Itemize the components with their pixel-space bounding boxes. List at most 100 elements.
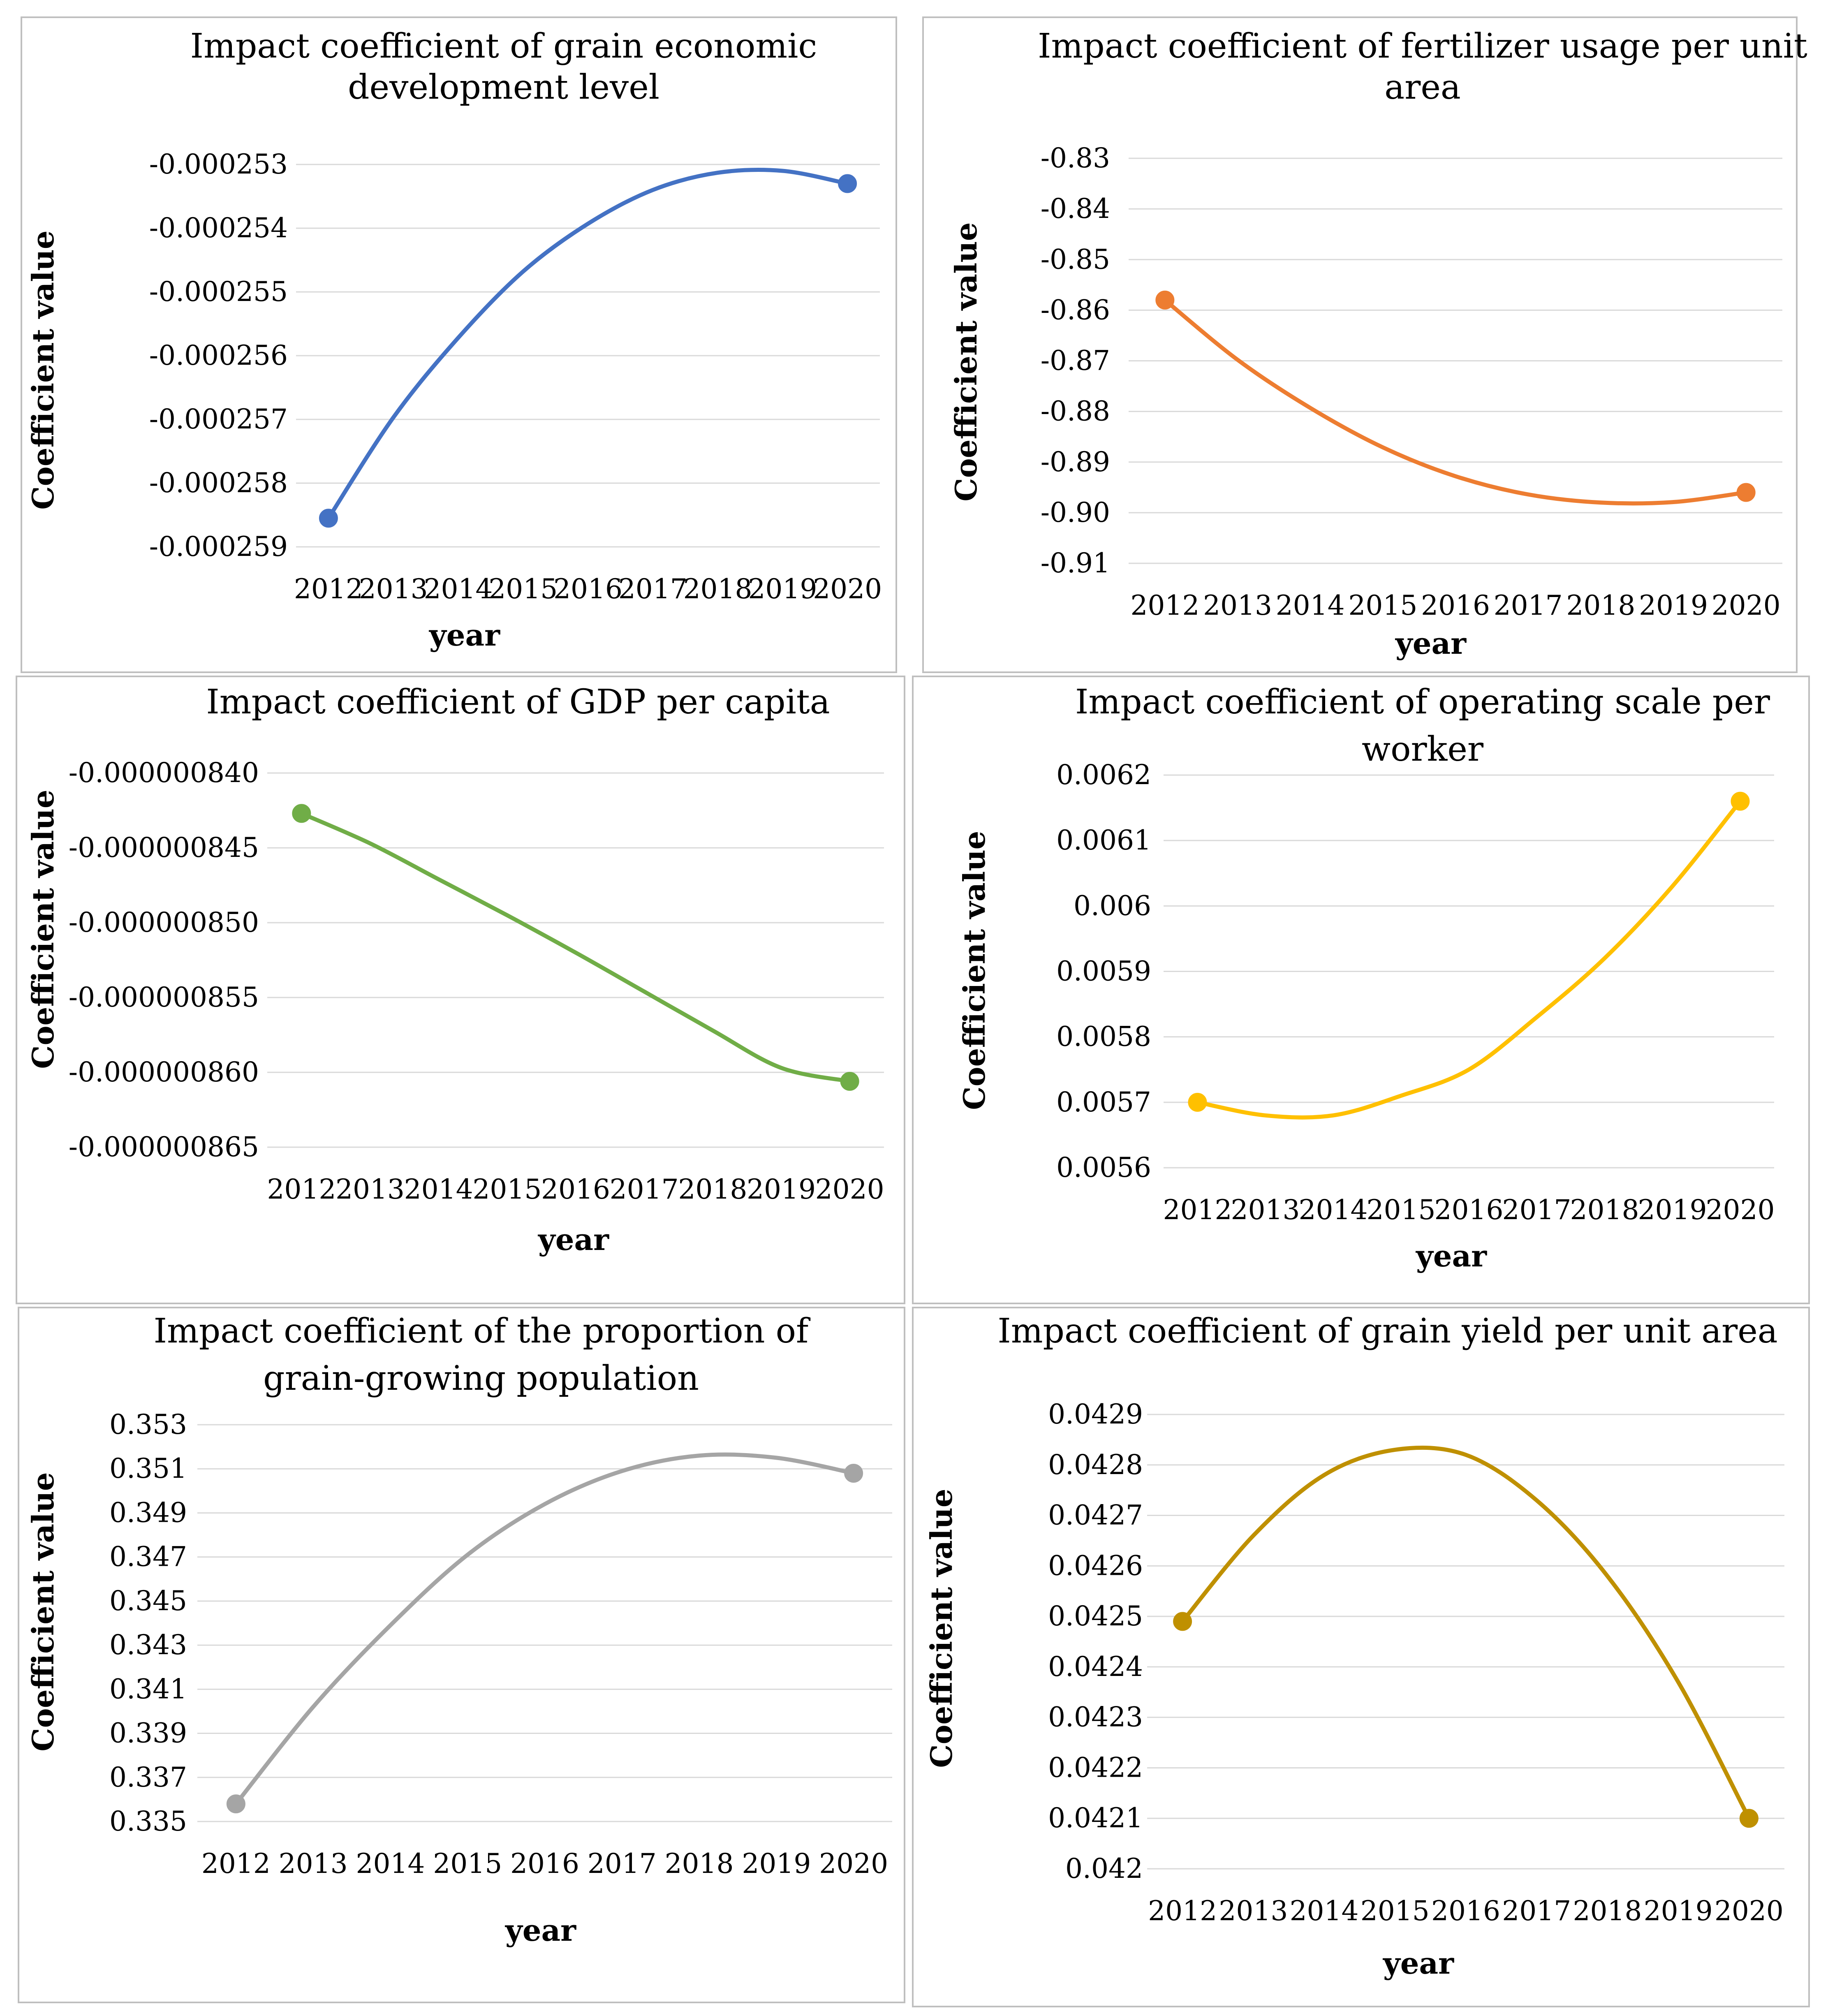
x-tick-label: 2012 bbox=[267, 1173, 336, 1205]
x-tick-label: 2016 bbox=[1431, 1895, 1500, 1927]
y-tick-label: 0.341 bbox=[109, 1673, 187, 1705]
data-point bbox=[1173, 1612, 1192, 1631]
x-tick-label: 2020 bbox=[1715, 1895, 1784, 1927]
x-tick-label: 2014 bbox=[1290, 1895, 1359, 1927]
y-tick-label: 0.0061 bbox=[1056, 824, 1151, 856]
x-tick-label: 2015 bbox=[488, 573, 558, 605]
x-tick-label: 2012 bbox=[201, 1848, 271, 1879]
y-tick-label: 0.0062 bbox=[1056, 759, 1151, 791]
x-tick-label: 2013 bbox=[1203, 590, 1272, 621]
data-point bbox=[1739, 1809, 1759, 1828]
y-tick-label: 0.353 bbox=[109, 1409, 187, 1440]
x-tick-label: 2012 bbox=[294, 573, 363, 605]
chart-title-line: Impact coefficient of GDP per capita bbox=[206, 683, 830, 722]
chart-border bbox=[912, 676, 1810, 1304]
x-axis-label: year bbox=[1383, 1946, 1454, 1981]
y-tick-label: 0.349 bbox=[109, 1497, 187, 1528]
x-tick-label: 2014 bbox=[423, 573, 493, 605]
data-point bbox=[838, 174, 857, 193]
data-point bbox=[1155, 290, 1175, 310]
x-tick-label: 2017 bbox=[588, 1848, 657, 1879]
y-tick-label: 0.347 bbox=[109, 1541, 187, 1573]
y-tick-label: -0.87 bbox=[1041, 345, 1110, 377]
x-axis-label: year bbox=[1395, 626, 1467, 661]
x-tick-label: 2013 bbox=[279, 1848, 348, 1879]
x-tick-label: 2020 bbox=[813, 573, 882, 605]
y-tick-label: -0.000000860 bbox=[69, 1056, 259, 1088]
chart-border bbox=[912, 1307, 1810, 2007]
chart-border bbox=[21, 16, 897, 673]
x-tick-label: 2017 bbox=[1494, 590, 1563, 621]
series-line bbox=[234, 1452, 856, 1806]
x-tick-label: 2019 bbox=[1644, 1895, 1713, 1927]
y-tick-label: 0.0058 bbox=[1056, 1021, 1151, 1053]
x-tick-label: 2020 bbox=[819, 1848, 888, 1879]
data-point bbox=[1731, 792, 1750, 811]
y-tick-label: 0.0059 bbox=[1056, 956, 1151, 987]
x-tick-label: 2019 bbox=[747, 1173, 816, 1205]
y-tick-label: 0.0056 bbox=[1056, 1152, 1151, 1183]
y-tick-label: -0.85 bbox=[1041, 243, 1110, 275]
x-tick-label: 2020 bbox=[815, 1173, 884, 1205]
y-tick-label: 0.351 bbox=[109, 1453, 187, 1484]
y-tick-label: -0.000000865 bbox=[69, 1131, 259, 1163]
x-tick-label: 2017 bbox=[1502, 1194, 1571, 1226]
y-tick-label: 0.0423 bbox=[1048, 1701, 1143, 1733]
x-axis-label: year bbox=[538, 1222, 609, 1257]
y-tick-label: -0.86 bbox=[1041, 294, 1110, 326]
y-axis-label: Coefficient value bbox=[924, 1488, 959, 1768]
y-tick-label: 0.0427 bbox=[1048, 1500, 1143, 1531]
x-tick-label: 2018 bbox=[1570, 1194, 1639, 1226]
y-tick-label: -0.84 bbox=[1041, 193, 1110, 225]
y-tick-label: 0.006 bbox=[1074, 890, 1151, 921]
chart-title-line: development level bbox=[348, 68, 659, 107]
y-tick-label: 0.0421 bbox=[1048, 1802, 1143, 1834]
x-tick-label: 2017 bbox=[618, 573, 687, 605]
y-tick-label: 0.0426 bbox=[1048, 1550, 1143, 1581]
x-tick-label: 2014 bbox=[1276, 590, 1345, 621]
chart-title-line: Impact coefficient of fertilizer usage p… bbox=[1038, 27, 1807, 66]
x-tick-label: 2013 bbox=[1231, 1194, 1300, 1226]
series-line bbox=[1163, 298, 1748, 506]
y-tick-label: 0.335 bbox=[109, 1805, 187, 1837]
y-axis-label: Coefficient value bbox=[25, 230, 60, 509]
x-tick-label: 2019 bbox=[748, 573, 817, 605]
data-point bbox=[226, 1794, 245, 1814]
x-tick-label: 2018 bbox=[665, 1848, 734, 1879]
x-axis-label: year bbox=[429, 618, 500, 653]
chart-panel-3: Impact coefficient of GDP per capita -0.0… bbox=[16, 676, 905, 1304]
chart-title-line: Impact coefficient of grain economic bbox=[190, 27, 817, 66]
chart-border bbox=[18, 1307, 905, 2003]
x-tick-label: 2018 bbox=[678, 1173, 747, 1205]
y-tick-label: 0.0428 bbox=[1048, 1449, 1143, 1481]
x-tick-label: 2013 bbox=[359, 573, 428, 605]
y-tick-label: -0.000256 bbox=[149, 340, 288, 371]
y-tick-label: -0.000000845 bbox=[69, 832, 259, 863]
y-tick-label: -0.91 bbox=[1041, 547, 1110, 579]
x-tick-label: 2019 bbox=[1639, 590, 1708, 621]
x-tick-label: 2015 bbox=[472, 1173, 541, 1205]
y-tick-label: 0.337 bbox=[109, 1761, 187, 1793]
data-point bbox=[844, 1463, 863, 1483]
y-tick-label: 0.345 bbox=[109, 1585, 187, 1617]
x-tick-label: 2015 bbox=[1348, 590, 1417, 621]
x-tick-label: 2018 bbox=[1573, 1895, 1642, 1927]
y-tick-label: -0.89 bbox=[1041, 446, 1110, 478]
y-axis-label: Coefficient value bbox=[25, 789, 60, 1069]
chart-title-line: area bbox=[1384, 68, 1461, 107]
x-tick-label: 2015 bbox=[433, 1848, 502, 1879]
x-tick-label: 2014 bbox=[356, 1848, 425, 1879]
data-point bbox=[1188, 1092, 1207, 1112]
series-line bbox=[1195, 799, 1742, 1120]
y-tick-label: 0.042 bbox=[1065, 1853, 1143, 1884]
x-tick-label: 2020 bbox=[1712, 590, 1781, 621]
y-tick-label: -0.000254 bbox=[149, 212, 288, 244]
y-axis-label: Coefficient value bbox=[949, 222, 983, 501]
chart-panel-6: Impact coefficient of grain yield per un… bbox=[912, 1307, 1810, 2007]
y-axis-label: Coefficient value bbox=[957, 831, 992, 1110]
x-tick-label: 2017 bbox=[610, 1173, 679, 1205]
x-axis-label: year bbox=[505, 1913, 576, 1948]
y-tick-label: -0.83 bbox=[1041, 142, 1110, 174]
y-tick-label: -0.000000850 bbox=[69, 907, 259, 938]
